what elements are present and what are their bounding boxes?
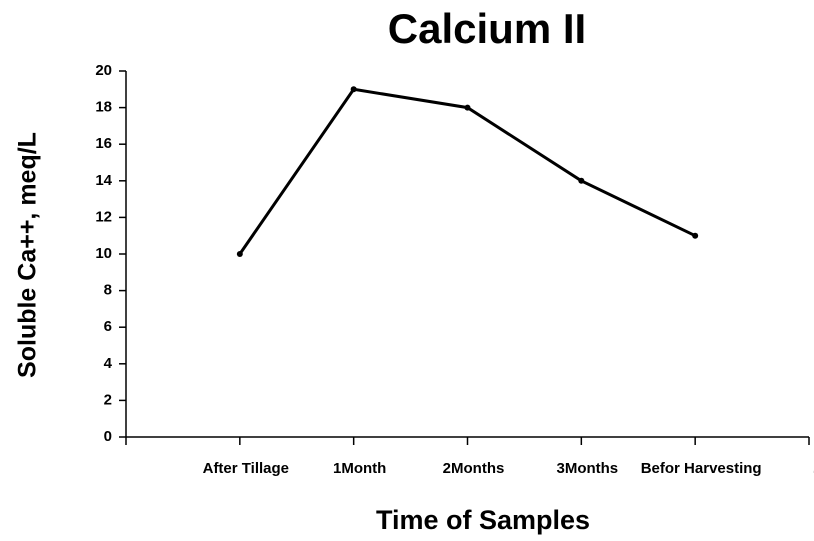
- x-tick-label: .: [813, 460, 814, 477]
- x-tick-label: 1Month: [333, 460, 386, 477]
- y-axis-label: Soluble Ca++, meq/L: [14, 132, 42, 378]
- y-tick-label: 2: [104, 391, 112, 408]
- y-tick-label: 16: [95, 135, 112, 152]
- y-tick-label: 4: [104, 355, 113, 372]
- x-tick-label: After Tillage: [203, 460, 289, 477]
- y-tick-label: 0: [104, 428, 112, 445]
- y-tick-label: 18: [95, 99, 112, 116]
- x-tick-label: Befor Harvesting: [641, 460, 762, 477]
- y-tick-label: 20: [95, 62, 112, 79]
- data-point: [236, 251, 243, 257]
- y-tick-label: 10: [95, 245, 112, 262]
- y-tick-label: 6: [104, 318, 112, 335]
- data-point: [692, 232, 699, 239]
- y-tick-label: 12: [95, 208, 112, 225]
- x-tick-label: 2Months: [443, 460, 505, 477]
- data-point: [578, 177, 585, 184]
- data-point: [350, 86, 357, 93]
- x-axis-label: Time of Samples: [376, 505, 590, 535]
- data-line: [238, 87, 696, 255]
- x-tick-label: 3Months: [556, 460, 618, 477]
- chart-title: Calcium II: [388, 5, 586, 52]
- y-tick-label: 14: [95, 172, 112, 189]
- y-tick-label: 8: [104, 282, 112, 299]
- data-point: [464, 104, 471, 111]
